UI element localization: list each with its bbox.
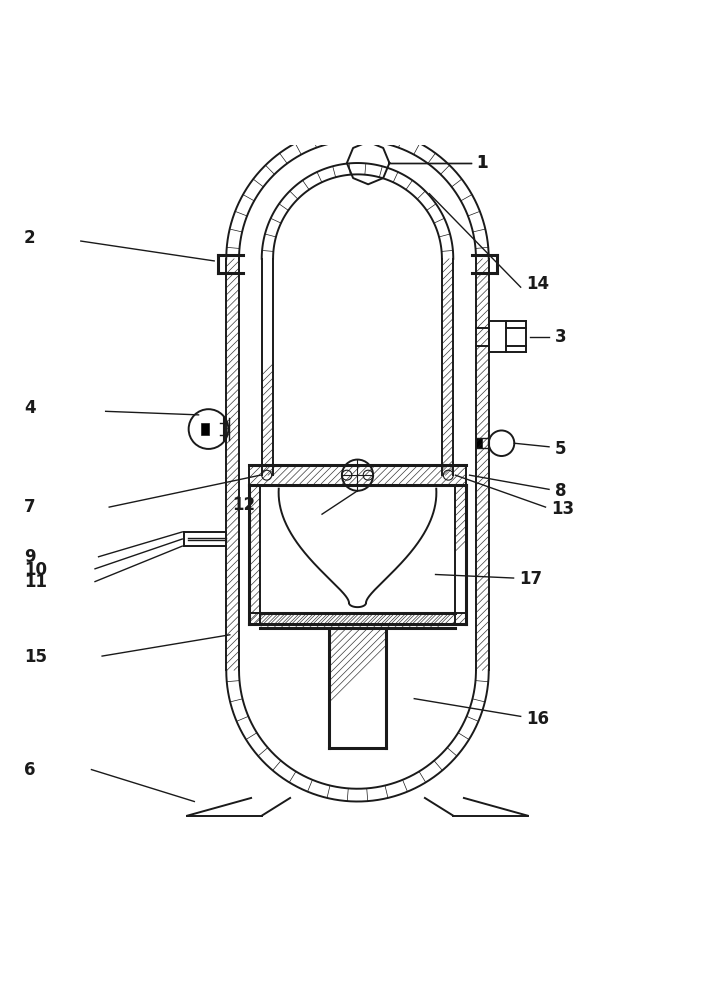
Text: 15: 15 xyxy=(24,648,47,666)
Text: 9: 9 xyxy=(24,548,36,566)
Text: 14: 14 xyxy=(526,275,549,293)
Text: 3: 3 xyxy=(555,328,566,346)
Text: 17: 17 xyxy=(519,570,543,588)
Text: 11: 11 xyxy=(24,573,47,591)
Text: 7: 7 xyxy=(24,498,36,516)
Text: 6: 6 xyxy=(24,761,36,779)
Text: 1: 1 xyxy=(477,154,488,172)
Text: 8: 8 xyxy=(555,482,566,500)
Text: 12: 12 xyxy=(232,496,255,514)
Bar xyxy=(202,423,209,435)
Text: 4: 4 xyxy=(24,399,36,417)
Text: 13: 13 xyxy=(551,500,574,518)
Text: 16: 16 xyxy=(526,710,549,728)
Bar xyxy=(476,438,483,448)
Text: 1: 1 xyxy=(477,154,488,172)
Text: 5: 5 xyxy=(555,440,566,458)
Text: 10: 10 xyxy=(24,561,47,579)
Text: 2: 2 xyxy=(24,229,36,247)
